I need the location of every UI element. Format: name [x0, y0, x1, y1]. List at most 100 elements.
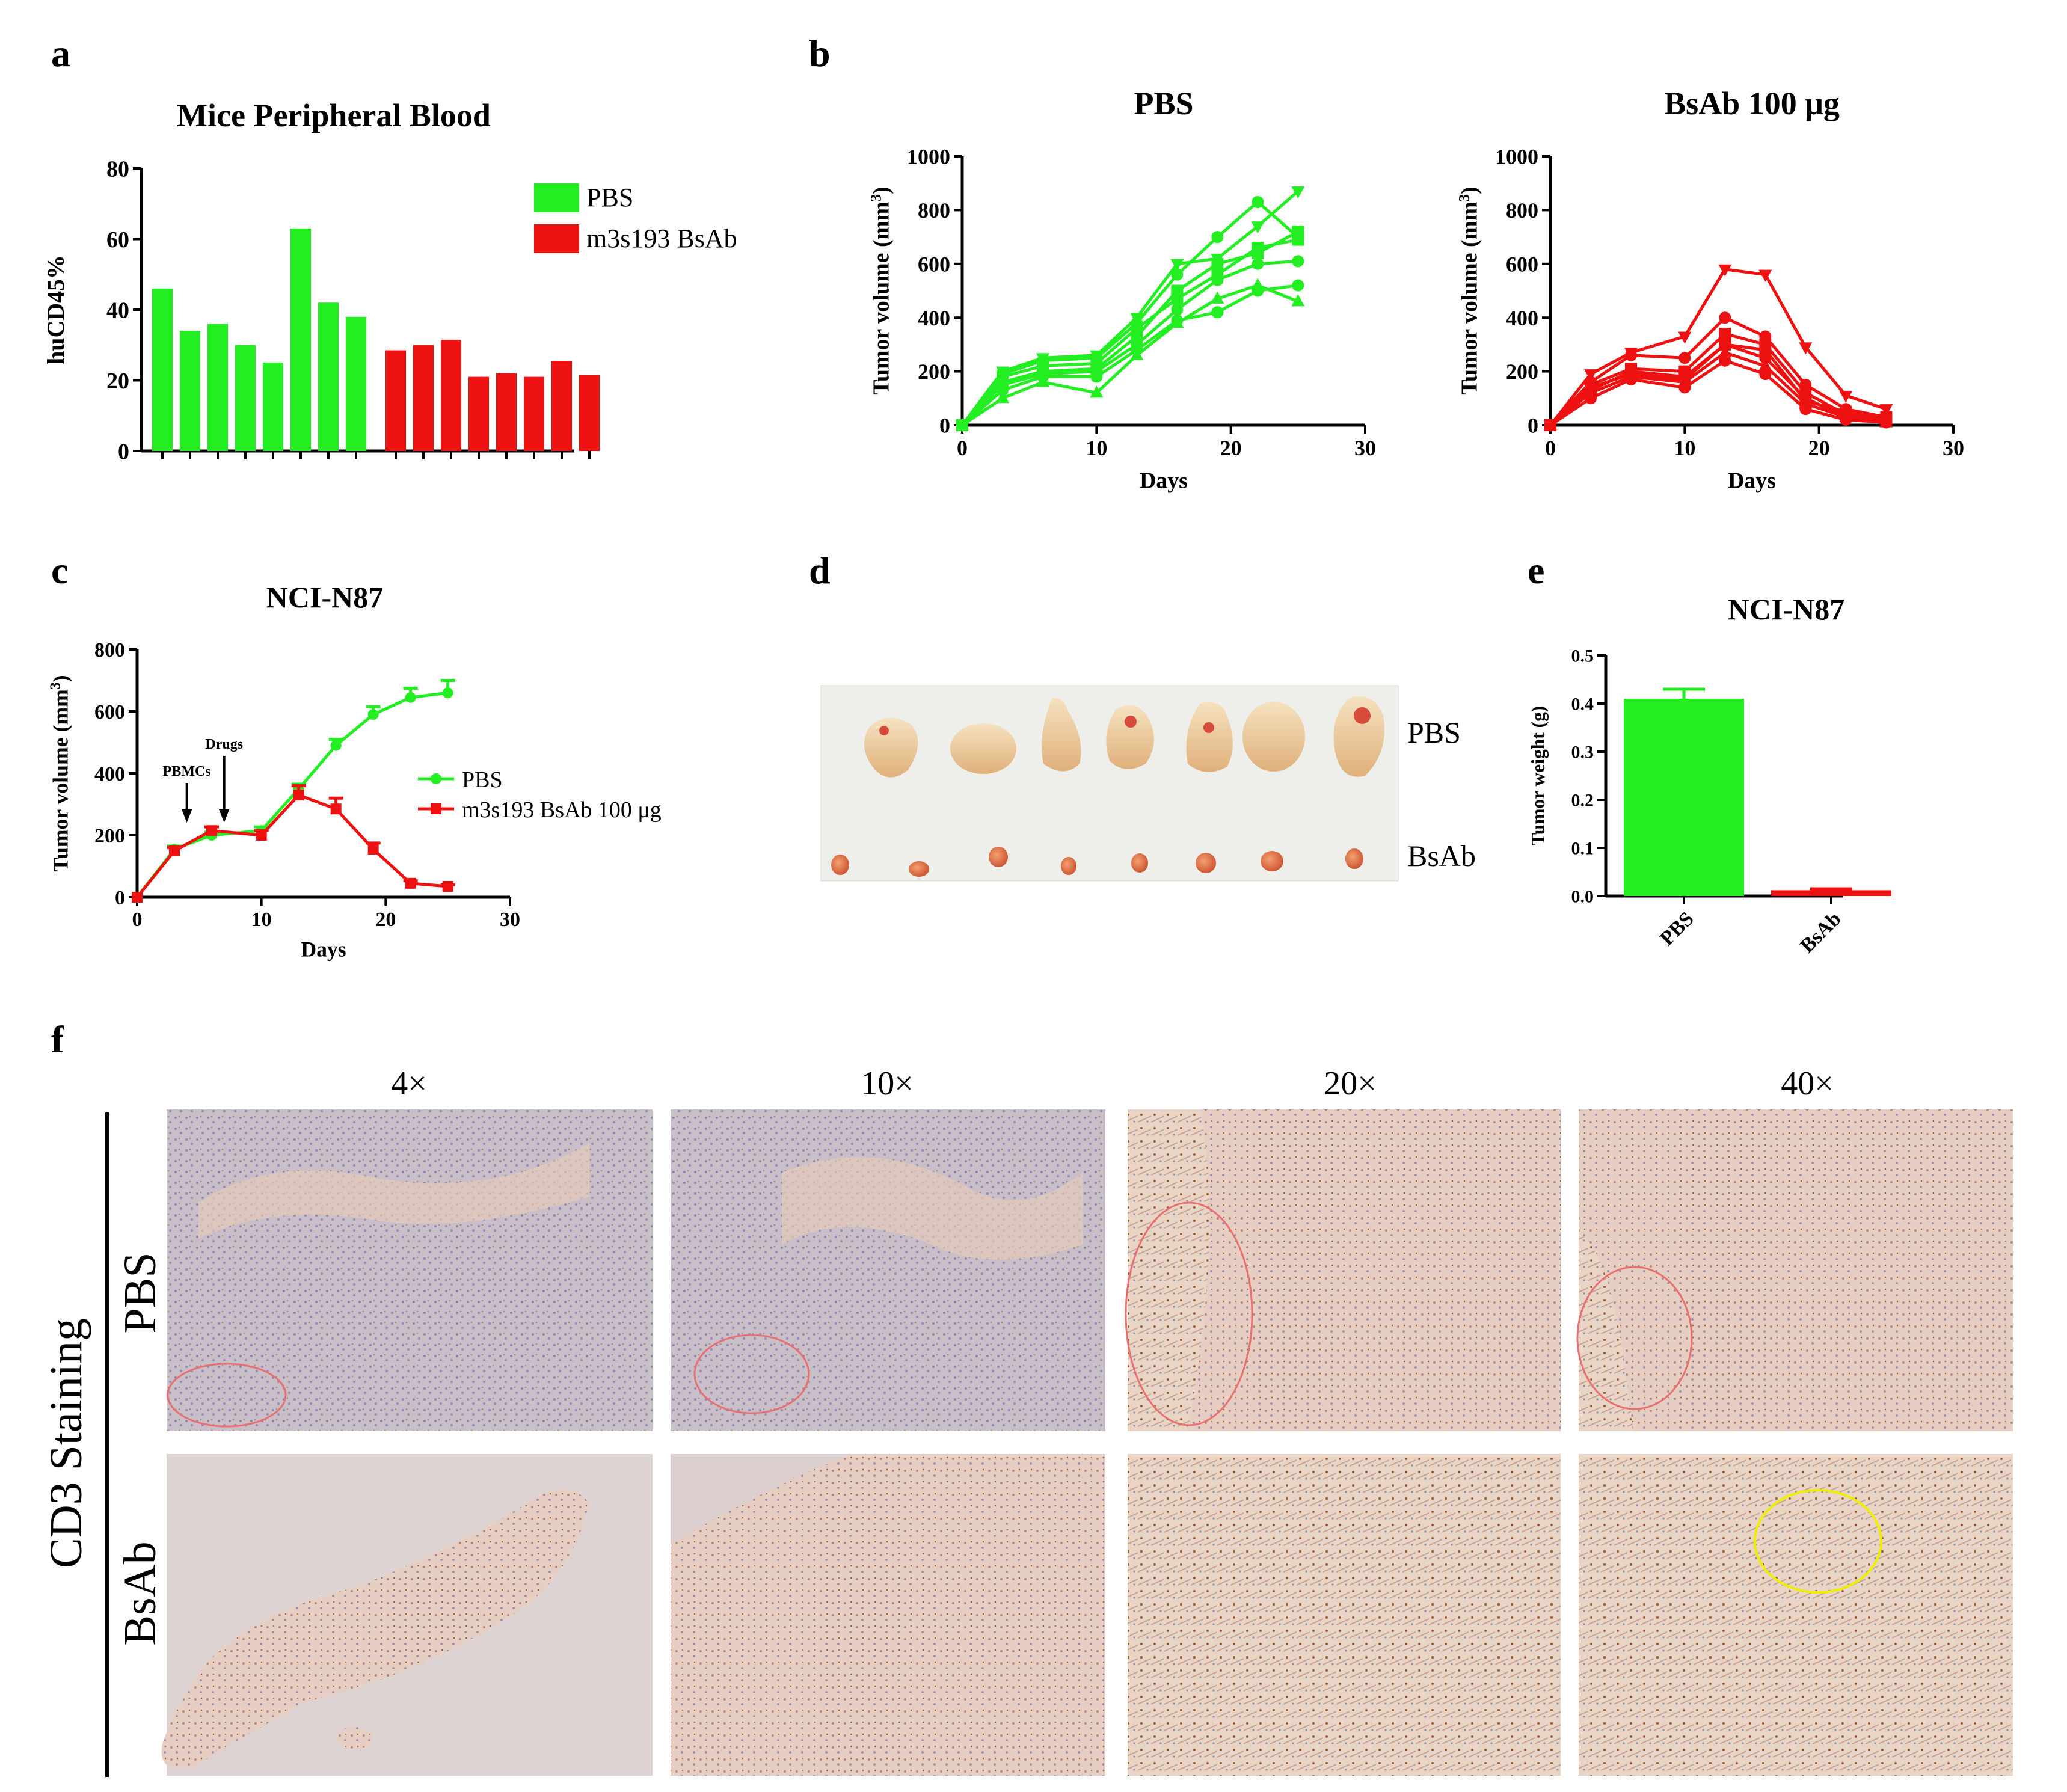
chart-title: Mice Peripheral Blood [177, 97, 491, 133]
data-point [1292, 233, 1304, 246]
tumor-pbs-7 [1333, 696, 1384, 777]
y-tick-label: 0.5 [1571, 646, 1594, 666]
bar [551, 361, 572, 451]
data-point [1292, 279, 1304, 292]
tumor-pbs-3 [1042, 698, 1081, 772]
data-point [1719, 328, 1731, 340]
bar [524, 376, 544, 451]
legend-label: PBS [586, 183, 633, 212]
data-point [1251, 221, 1265, 234]
bar [496, 373, 517, 451]
x-tick-label: 10 [1674, 436, 1695, 460]
tumor-bsab-8 [1345, 848, 1363, 869]
y-tick-label: 60 [106, 227, 129, 253]
bar [290, 228, 311, 451]
y-tick-label: 0 [115, 887, 125, 909]
data-point [1625, 365, 1637, 378]
bar [413, 345, 434, 451]
x-axis-label: Days [301, 937, 346, 962]
y-tick-label: 0 [118, 439, 129, 464]
chart-b-bsab: BsAb 100 μg 0 200 400 600 800 1000 0 10 20 30 Tumor… [1456, 85, 1964, 493]
y-tick-label: 0 [1528, 414, 1538, 438]
data-point [1171, 268, 1184, 281]
series-line [136, 691, 448, 898]
micrograph-pbs-40x [1579, 1109, 2013, 1431]
bar [263, 363, 283, 451]
x-tick-label: 0 [957, 436, 968, 460]
y-axis-label: Tumor weight (g) [1528, 706, 1549, 846]
y-tick-label: 400 [918, 306, 950, 330]
mag-label-4x: 4× [391, 1065, 427, 1102]
data-point [1090, 370, 1103, 383]
x-tick-label: 30 [1354, 436, 1376, 460]
data-point [997, 370, 1009, 383]
tumor-bsab-5 [1131, 853, 1148, 873]
bar [207, 324, 228, 451]
data-point [1252, 195, 1264, 208]
x-axis-label: Days [1728, 468, 1776, 493]
data-point [442, 880, 453, 892]
x-tick-label: 0 [132, 909, 143, 931]
data-point [442, 687, 453, 699]
data-point [1170, 259, 1184, 271]
y-tick-label: 200 [918, 360, 950, 384]
y-axis-label: Tumor volume (mm3) [1456, 186, 1482, 394]
x-tick-label: PBS [1656, 907, 1698, 950]
bar [346, 316, 366, 451]
data-point [1880, 411, 1893, 423]
data-point [256, 830, 267, 841]
micrograph-pbs-10x [671, 1109, 1105, 1431]
row-label-bsab: BsAb [115, 1541, 165, 1645]
data-point [405, 692, 416, 703]
legend-label: PBS [462, 767, 503, 793]
tumor-pbs-1 [864, 717, 918, 778]
data-point [1799, 342, 1813, 355]
data-point [1252, 241, 1264, 254]
chart-title: BsAb 100 μg [1664, 85, 1840, 121]
tumor-bsab-4 [1061, 857, 1076, 875]
x-tick-label: 10 [1086, 436, 1107, 460]
mag-label-40x: 40× [1781, 1065, 1834, 1102]
annotation-label: PBMCs [163, 764, 211, 779]
micrograph-bsab-10x [671, 1454, 1105, 1776]
bar [1771, 890, 1891, 896]
y-tick-label: 1000 [907, 145, 950, 169]
chart-a: Mice Peripheral Blood 0 20 40 60 80 huCD45% PBS… [42, 97, 737, 464]
x-tick-label: BsAb [1796, 907, 1845, 957]
data-point [1584, 369, 1597, 382]
legend-swatch [534, 183, 579, 212]
legend-swatch [534, 224, 579, 253]
data-point [1678, 331, 1692, 344]
mag-label-10x: 10× [861, 1065, 914, 1102]
annotation-circle-pbs-20x [1125, 1201, 1253, 1426]
tissue-section-bsab-4x [161, 1490, 589, 1769]
y-tick-label: 800 [918, 198, 950, 222]
data-point [1840, 405, 1852, 418]
x-axis-label: Days [1140, 468, 1188, 493]
annotation-circle-pbs-10x [693, 1334, 810, 1414]
chart-title: NCI-N87 [266, 580, 383, 614]
bar [152, 288, 173, 451]
data-point [1090, 385, 1104, 398]
data-point [1718, 345, 1732, 358]
data-point [1719, 338, 1731, 351]
data-point [1037, 360, 1049, 372]
chart-title: NCI-N87 [1728, 592, 1844, 626]
data-point [1759, 343, 1772, 356]
data-point [1252, 284, 1264, 297]
data-point [330, 740, 342, 751]
y-tick-label: 600 [918, 252, 950, 276]
panel-d-photo: PBS BsAb [820, 685, 1476, 882]
data-point [1758, 269, 1772, 282]
data-point [1678, 352, 1691, 364]
data-point [1211, 231, 1224, 244]
data-point [997, 384, 1009, 396]
y-tick-label: 200 [94, 825, 125, 847]
data-point [1292, 255, 1304, 268]
y-tick-label: 40 [106, 298, 129, 323]
side-label-cd3: CD3 Staining [41, 1318, 91, 1568]
chart-title: PBS [1134, 85, 1193, 121]
y-tick-label: 80 [106, 156, 129, 182]
annotation-circle-bsab-40x [1754, 1489, 1882, 1594]
bar [579, 375, 600, 451]
